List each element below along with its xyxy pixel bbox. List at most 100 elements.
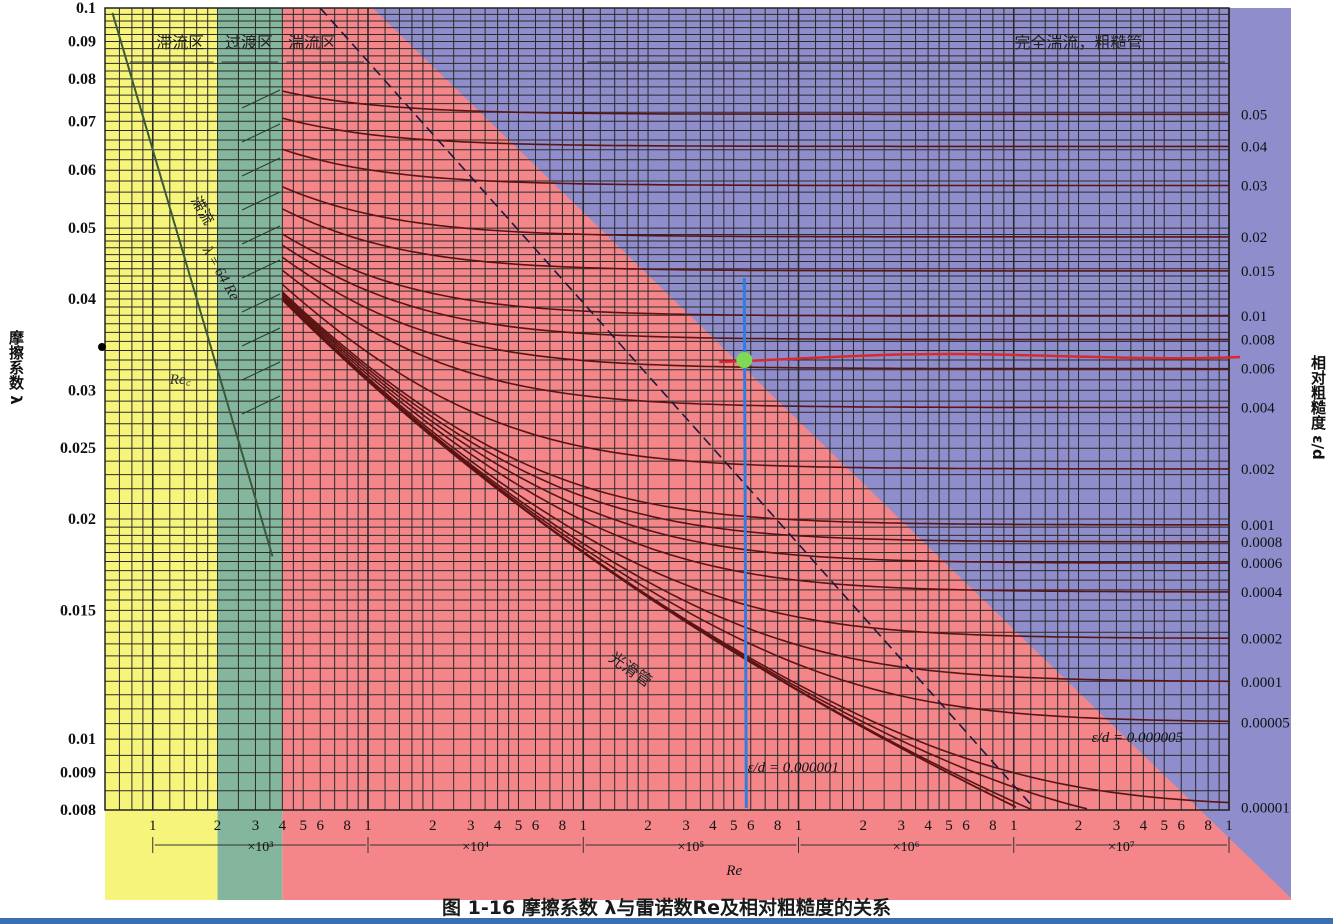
y-tick-label: 0.03 bbox=[68, 382, 96, 399]
x-tick-label: 6 bbox=[532, 818, 540, 834]
x-tick-label: 5 bbox=[1160, 818, 1168, 834]
y-tick-label: 0.1 bbox=[76, 0, 96, 17]
right-axis-title: 相对粗糙度 ε/d bbox=[1309, 355, 1327, 460]
y-tick-label: 0.01 bbox=[68, 731, 96, 748]
plot-frame bbox=[104, 7, 1230, 811]
x-tick-label: 5 bbox=[945, 818, 953, 834]
x-tick-label: 6 bbox=[962, 818, 970, 834]
roughness-label: 0.04 bbox=[1241, 139, 1268, 155]
y-tick-label: 0.008 bbox=[60, 802, 96, 819]
transition-hatch bbox=[241, 395, 281, 415]
x-tick-label: 4 bbox=[494, 818, 502, 834]
figure-caption: 图 1-16 摩擦系数 λ与雷诺数Re及相对粗糙度的关系 bbox=[442, 897, 891, 919]
roughness-label: 0.002 bbox=[1241, 462, 1275, 478]
x-tick-label: 2 bbox=[860, 818, 868, 834]
x-tick-label: 3 bbox=[682, 818, 690, 834]
laminar-region bbox=[105, 8, 218, 900]
roughness-label: 0.02 bbox=[1241, 230, 1267, 246]
x-tick-label: 3 bbox=[897, 818, 905, 834]
x-tick-label: 6 bbox=[316, 818, 324, 834]
x-tick-label: 1 bbox=[364, 818, 372, 834]
curves-layer bbox=[98, 7, 1241, 811]
x-tick-label: 5 bbox=[515, 818, 523, 834]
transition-hatch bbox=[241, 259, 281, 279]
transition-region bbox=[217, 8, 283, 900]
x-tick-label: 6 bbox=[747, 818, 755, 834]
x-tick-label: 5 bbox=[730, 818, 738, 834]
roughness-label: 0.03 bbox=[1241, 179, 1267, 195]
y-tick-label: 0.025 bbox=[60, 440, 96, 457]
roughness-curve bbox=[281, 298, 1230, 723]
roughness-label: 0.0004 bbox=[1241, 585, 1283, 601]
x-tick-label: 8 bbox=[774, 818, 782, 834]
x-tick-label: 1 bbox=[580, 818, 588, 834]
roughness-label: 0.05 bbox=[1241, 107, 1267, 123]
x-tick-label: 1 bbox=[1010, 818, 1018, 834]
x-tick-label: 1 bbox=[795, 818, 803, 834]
region-label: 滞流区 bbox=[156, 33, 204, 52]
transition-hatch bbox=[241, 191, 281, 211]
roughness-curve bbox=[281, 208, 1229, 272]
roughness-label: 0.001 bbox=[1241, 518, 1275, 534]
transition-hatch bbox=[241, 157, 281, 177]
roughness-curve bbox=[281, 256, 1229, 370]
decade-label: ×10⁵ bbox=[677, 840, 704, 855]
roughness-label: 0.00005 bbox=[1241, 715, 1290, 731]
y-tick-label: 0.015 bbox=[60, 602, 96, 619]
x-tick-label: 1 bbox=[149, 818, 157, 834]
decade-label: ×10⁶ bbox=[893, 840, 920, 855]
transition-hatch bbox=[241, 225, 281, 245]
roughness-label: 0.0002 bbox=[1241, 631, 1282, 647]
rough-boundary-line bbox=[319, 7, 1033, 807]
x-tick-label: 4 bbox=[279, 818, 287, 834]
region-label: 湍流区 bbox=[288, 33, 336, 52]
y-tick-label: 0.009 bbox=[60, 765, 96, 782]
decade-label: ×10⁷ bbox=[1108, 840, 1135, 855]
y-tick-label: 0.06 bbox=[68, 162, 96, 179]
roughness-curve bbox=[282, 117, 1229, 148]
rough-turbulent-region bbox=[372, 8, 1291, 898]
roughness-curve bbox=[281, 244, 1229, 341]
roughness-label: 0.0001 bbox=[1241, 675, 1282, 691]
roughness-curve bbox=[281, 294, 1229, 564]
x-tick-label: 6 bbox=[1177, 818, 1185, 834]
x-tick-label: 4 bbox=[709, 818, 717, 834]
x-tick-label: 2 bbox=[429, 818, 437, 834]
y-tick-label: 0.02 bbox=[68, 511, 96, 528]
x-tick-label: 8 bbox=[559, 818, 567, 834]
roughness-curve bbox=[281, 291, 1229, 526]
roughness-curve bbox=[281, 283, 1229, 470]
roughness-curve bbox=[281, 269, 1229, 409]
x-tick-label: 4 bbox=[924, 818, 932, 834]
regions-layer bbox=[105, 8, 1291, 900]
critical-re-label: Re꜀ bbox=[169, 372, 192, 388]
roughness-curve bbox=[282, 90, 1229, 116]
y-tick-label: 0.04 bbox=[68, 291, 96, 308]
roughness-label: 0.01 bbox=[1241, 309, 1267, 325]
transition-hatch bbox=[241, 361, 281, 381]
y-tick-label: 0.07 bbox=[68, 113, 96, 130]
roughness-label: 0.0006 bbox=[1241, 556, 1283, 572]
annotation-label: ε/d = 0.000001 bbox=[748, 760, 839, 776]
marker-dot bbox=[98, 343, 106, 351]
highlight-point bbox=[736, 352, 753, 369]
left-axis-title: 摩擦系数 λ bbox=[7, 330, 25, 405]
roughness-curve bbox=[281, 297, 1229, 639]
roughness-curve bbox=[281, 295, 1229, 593]
x-tick-label: 8 bbox=[989, 818, 997, 834]
x-tick-label: 3 bbox=[252, 818, 260, 834]
transition-hatch bbox=[241, 123, 281, 143]
transition-hatch bbox=[241, 327, 281, 347]
roughness-label: 0.006 bbox=[1241, 362, 1275, 378]
x-axis-label: Re bbox=[725, 863, 742, 879]
highlight-red-curve bbox=[719, 352, 1241, 364]
x-tick-label: 3 bbox=[1113, 818, 1121, 834]
x-tick-label: 2 bbox=[214, 818, 222, 834]
roughness-curve bbox=[281, 185, 1229, 238]
x-tick-label: 3 bbox=[467, 818, 475, 834]
decade-label: ×10⁴ bbox=[462, 840, 489, 855]
x-tick-label: 8 bbox=[343, 818, 351, 834]
x-tick-label: 5 bbox=[299, 818, 307, 834]
roughness-label: 0.015 bbox=[1241, 264, 1275, 280]
